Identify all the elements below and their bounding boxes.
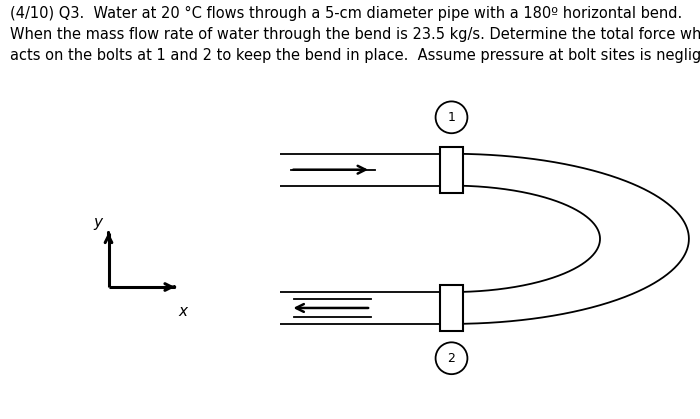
Text: y: y xyxy=(94,215,102,230)
Text: 1: 1 xyxy=(447,111,456,124)
Ellipse shape xyxy=(435,342,468,374)
Ellipse shape xyxy=(435,101,468,133)
Bar xyxy=(440,147,463,193)
Text: acts on the bolts at 1 and 2 to keep the bend in place.  Assume pressure at bolt: acts on the bolts at 1 and 2 to keep the… xyxy=(10,48,700,63)
Text: x: x xyxy=(178,304,188,319)
Text: (4/10) Q3.  Water at 20 °C flows through a 5-cm diameter pipe with a 180º horizo: (4/10) Q3. Water at 20 °C flows through … xyxy=(10,6,682,21)
Text: When the mass flow rate of water through the bend is 23.5 kg/s. Determine the to: When the mass flow rate of water through… xyxy=(10,27,700,42)
Text: 2: 2 xyxy=(447,352,456,365)
Bar xyxy=(440,285,463,331)
